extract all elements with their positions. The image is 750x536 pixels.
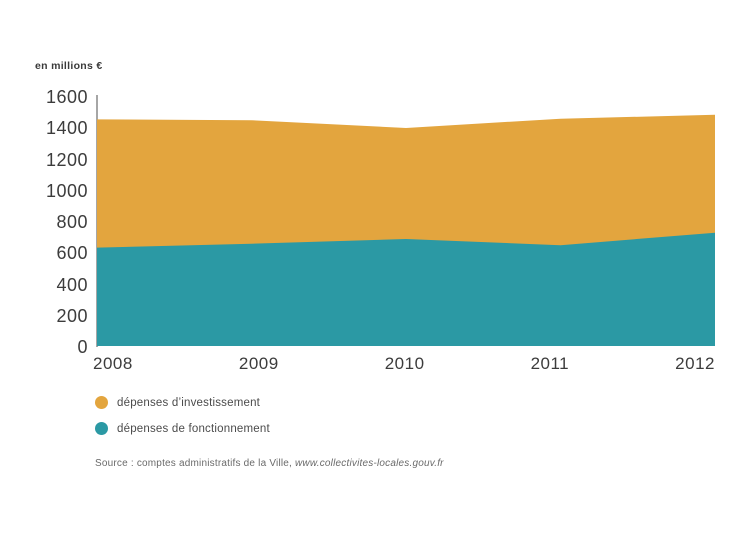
legend-label-investissement: dépenses d’investissement: [117, 396, 261, 409]
x-tick-label: 2009: [238, 354, 279, 373]
y-tick-label: 400: [56, 274, 88, 295]
legend-item-fonctionnement: dépenses de fonctionnement: [95, 422, 270, 435]
y-tick-label: 600: [56, 243, 88, 264]
y-tick-label: 0: [77, 337, 88, 357]
legend-swatch-fonctionnement-icon: [95, 422, 108, 435]
area-chart-svg: [97, 114, 715, 346]
area-fonctionnement: [97, 232, 715, 346]
source-url: www.collectivites-locales.gouv.fr: [295, 458, 444, 469]
y-tick-label: 1000: [45, 180, 88, 201]
y-tick-label: 800: [56, 212, 88, 232]
legend: dépenses d’investissement dépenses de fo…: [95, 396, 270, 448]
legend-label-fonctionnement: dépenses de fonctionnement: [117, 422, 270, 435]
y-axis-unit-label: en millions €: [35, 60, 103, 72]
source-note: Source : comptes administratifs de la Vi…: [95, 458, 444, 469]
legend-item-investissement: dépenses d’investissement: [95, 396, 270, 409]
stacked-area-plot: [97, 96, 715, 346]
y-tick-label: 200: [56, 305, 88, 326]
y-tick-label: 1200: [45, 149, 88, 170]
x-tick-label: 2011: [530, 354, 570, 373]
y-axis-labels: 1600 1400 1200 1000 800 600 400 200 0: [18, 87, 88, 357]
x-tick-label: 2012: [675, 354, 715, 373]
x-tick-label: 2008: [93, 354, 133, 373]
source-text: Source : comptes administratifs de la Vi…: [95, 458, 296, 469]
x-tick-label: 2010: [384, 354, 425, 373]
x-axis-labels: 2008 2009 2010 2011 2012: [93, 354, 715, 374]
y-tick-label: 1600: [45, 87, 88, 107]
y-tick-label: 1400: [45, 118, 88, 139]
legend-swatch-investissement-icon: [95, 396, 108, 409]
